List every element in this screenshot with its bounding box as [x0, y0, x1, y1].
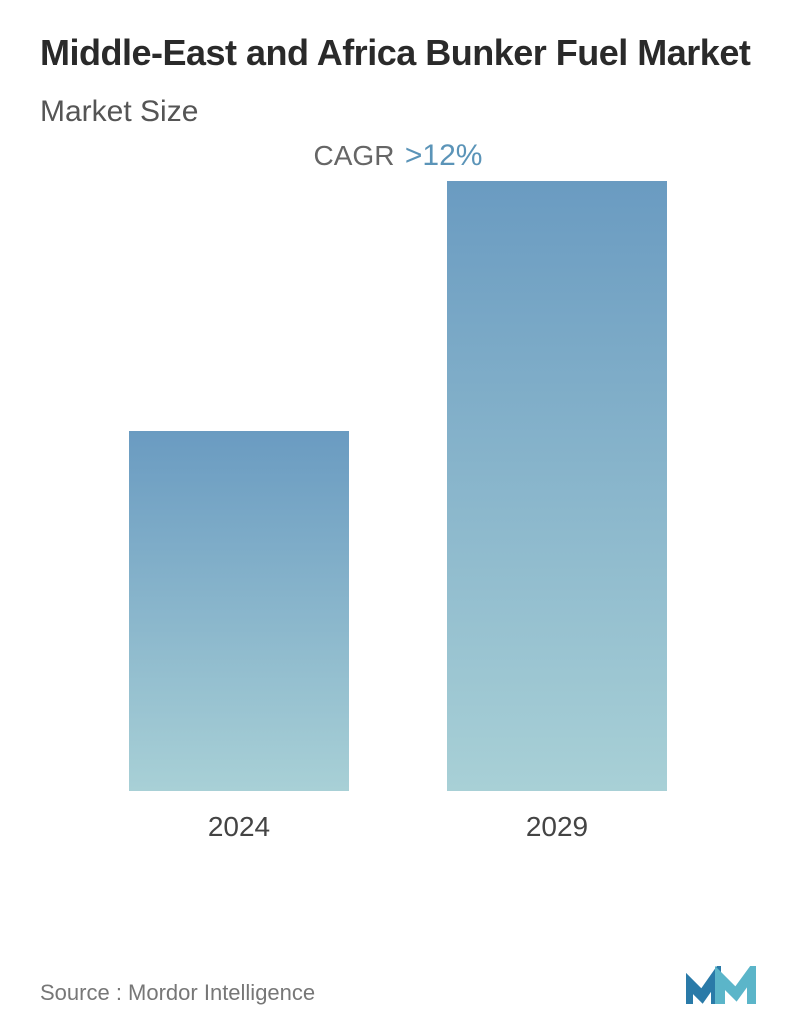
footer: Source : Mordor Intelligence: [40, 966, 756, 1006]
bar-1: [447, 181, 667, 791]
cagr-label: CAGR: [314, 140, 395, 171]
brand-logo-icon: [686, 966, 756, 1006]
cagr-row: CAGR >12%: [40, 139, 756, 173]
chart-subtitle: Market Size: [40, 95, 756, 129]
bar-chart: 2024 2029: [40, 203, 756, 843]
bar-wrapper-0: 2024: [119, 431, 359, 843]
source-text: Source : Mordor Intelligence: [40, 980, 315, 1006]
bar-label-0: 2024: [208, 811, 270, 843]
chart-title: Middle-East and Africa Bunker Fuel Marke…: [40, 30, 756, 75]
bar-wrapper-1: 2029: [437, 181, 677, 843]
bar-label-1: 2029: [526, 811, 588, 843]
bar-0: [129, 431, 349, 791]
cagr-value: >12%: [405, 139, 483, 172]
